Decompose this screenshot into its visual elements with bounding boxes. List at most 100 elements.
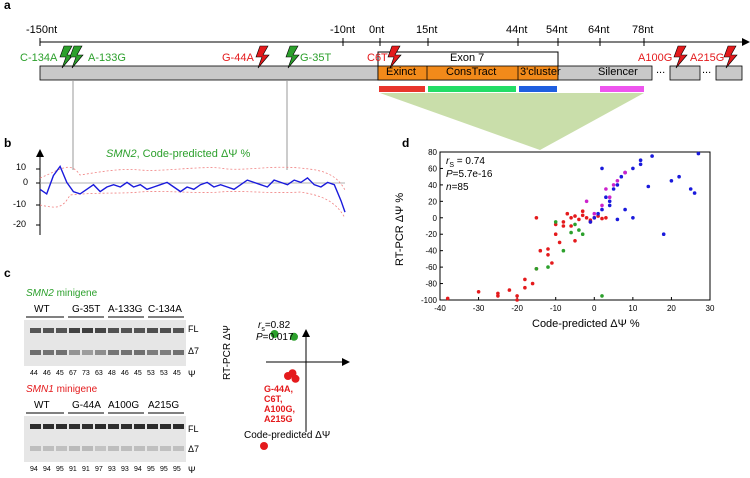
scatter-point: [611, 187, 616, 191]
rs-sub: S: [449, 162, 455, 169]
p-value: =0.017: [262, 332, 294, 343]
pos-label: -10nt: [330, 24, 356, 36]
scatter-point: [577, 217, 581, 222]
gene-name: SMN1: [26, 384, 54, 395]
lightning-icon: [59, 45, 300, 69]
scatter-point: [565, 211, 570, 216]
d-stat-rs: rS = 0.74: [446, 156, 485, 169]
psi-value: 94: [134, 466, 142, 473]
scatter-point: [600, 166, 604, 171]
band-label: FL: [188, 324, 199, 334]
fl-band: [121, 328, 132, 333]
scatter-point: [688, 187, 693, 191]
scatter-point: [291, 374, 300, 383]
smn1-title: SMN1 minigene: [26, 384, 97, 395]
d7-band: [30, 446, 41, 451]
scatter-point: [546, 265, 550, 269]
x-tick-label: 0: [592, 304, 597, 313]
scatter-point: [615, 217, 620, 222]
scatter-point: [546, 247, 550, 251]
scatter-point: [669, 179, 674, 183]
lane-label: G-44A: [72, 400, 101, 411]
region-label: 3'cluster: [520, 66, 561, 78]
scatter-point: [677, 174, 681, 179]
mutation-label: G-35T: [300, 52, 332, 64]
d7-band: [95, 350, 106, 355]
b-upper-band: [39, 166, 346, 191]
psi-value: 73: [82, 370, 90, 377]
scatter-point: [550, 261, 554, 265]
scatter-point: [573, 214, 577, 218]
region-label: ConsTract: [446, 66, 497, 78]
scatter-point: [607, 195, 612, 199]
pos-label: 78nt: [632, 24, 654, 36]
n-symbol: n: [446, 182, 452, 193]
psi-value: 95: [147, 466, 155, 473]
fl-band: [30, 328, 41, 333]
fl-band: [108, 424, 119, 429]
y-tick-label: 0: [433, 214, 438, 223]
d7-band: [56, 350, 67, 355]
d7-band: [82, 350, 93, 355]
scatter-point: [604, 216, 608, 220]
scatter-point: [561, 224, 566, 228]
d7-band: [147, 350, 158, 355]
pos-label: 15nt: [416, 24, 438, 36]
fl-band: [56, 328, 67, 333]
panel-d-letter: d: [402, 136, 410, 150]
scatter-point: [619, 174, 624, 179]
region-label: Silencer: [598, 66, 638, 78]
exon-label: Exon 7: [450, 52, 485, 64]
panel-b-title: SMN2, Code-predicted ΔΨ %: [106, 148, 250, 160]
d7-band: [82, 446, 93, 451]
x-tick-label: -30: [473, 304, 485, 313]
scatter-point: [270, 330, 279, 338]
scatter-point: [553, 222, 558, 227]
fl-band: [108, 328, 119, 333]
d7-band: [95, 446, 106, 451]
scatter-point: [523, 285, 527, 290]
rs-value: = 0.74: [454, 156, 485, 167]
y-tick-label: 40: [428, 181, 437, 190]
fl-band: [95, 424, 106, 429]
title-rest: , Code-predicted ΔΨ %: [136, 148, 251, 160]
rs-value: =0.82: [264, 320, 291, 331]
d7-band: [147, 446, 158, 451]
y-tick-label: -40: [425, 247, 437, 256]
scatter-point: [573, 222, 577, 227]
d7-band: [43, 446, 54, 451]
fl-band: [43, 424, 54, 429]
d7-band: [160, 446, 171, 451]
psi-value: 48: [108, 370, 116, 377]
band-label: FL: [188, 424, 199, 434]
fl-band: [43, 328, 54, 333]
d7-band: [108, 350, 119, 355]
scatter-point: [534, 267, 539, 271]
scatter-point: [600, 203, 604, 208]
fl-band: [30, 424, 41, 429]
n-value: =85: [451, 182, 469, 193]
mutation-label: A-133G: [88, 52, 126, 64]
fl-band: [173, 424, 184, 429]
scatter-point: [631, 166, 635, 171]
rs-sub: s: [261, 326, 265, 333]
psi-value: 91: [82, 466, 90, 473]
scatter-point: [569, 230, 573, 235]
b-ytick: 10: [16, 162, 27, 172]
scatter-point: [646, 184, 651, 189]
scatter-point: [561, 220, 566, 224]
d7-band: [69, 350, 80, 355]
d-axes: -40 -30 -20 -10 0 10 20 30-100-80-60-40-2002040…: [421, 148, 715, 313]
fl-band: [147, 328, 158, 333]
scatter-point: [592, 211, 597, 216]
x-tick-label: 10: [628, 304, 637, 313]
ellipsis: ...: [656, 64, 666, 76]
fl-band: [160, 328, 171, 333]
scatter-point: [569, 224, 573, 228]
zoom-triangle: [380, 93, 644, 150]
d-ylabel: RT-PCR ΔΨ %: [394, 192, 406, 266]
scatter-point: [638, 162, 643, 167]
c-stat-p: P=0.017: [256, 332, 294, 343]
